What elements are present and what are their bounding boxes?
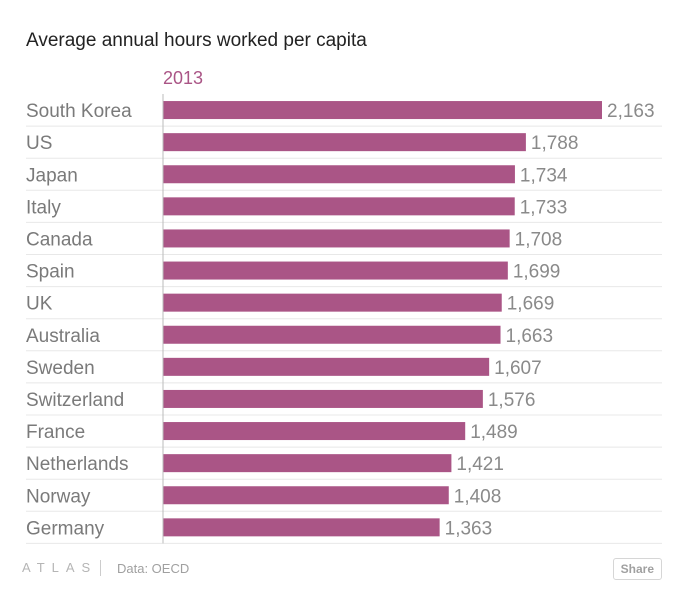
bar[interactable] <box>163 389 483 408</box>
bar[interactable] <box>163 486 449 505</box>
category-label: Germany <box>26 518 105 539</box>
value-label: 1,607 <box>494 358 542 379</box>
value-label: 1,421 <box>456 454 504 475</box>
bar[interactable] <box>163 325 501 344</box>
value-label: 1,663 <box>506 326 554 347</box>
atlas-logo[interactable]: ATLAS <box>22 560 98 575</box>
bar[interactable] <box>163 518 440 537</box>
share-button[interactable]: Share <box>612 558 662 580</box>
category-label: Canada <box>26 229 93 250</box>
category-label: Norway <box>26 486 91 507</box>
bar[interactable] <box>163 197 515 216</box>
category-label: UK <box>26 294 53 315</box>
category-label: Sweden <box>26 358 95 379</box>
category-label: France <box>26 422 85 443</box>
category-label: South Korea <box>26 101 132 122</box>
bar[interactable] <box>163 133 526 152</box>
value-label: 1,733 <box>520 197 568 218</box>
bar[interactable] <box>163 261 508 280</box>
value-label: 1,788 <box>531 133 579 154</box>
value-label: 1,363 <box>445 518 493 539</box>
bar[interactable] <box>163 422 466 441</box>
value-label: 2,163 <box>607 101 655 122</box>
bar[interactable] <box>163 101 602 120</box>
bar[interactable] <box>163 229 510 248</box>
bar[interactable] <box>163 293 502 312</box>
category-label: Italy <box>26 197 61 218</box>
value-label: 1,489 <box>470 422 518 443</box>
series-label: 2013 <box>163 68 203 88</box>
category-label: Australia <box>26 326 100 347</box>
category-label: Netherlands <box>26 454 128 475</box>
data-source: Data: OECD <box>117 561 190 576</box>
category-label: US <box>26 133 52 154</box>
value-label: 1,699 <box>513 262 561 283</box>
chart-title: Average annual hours worked per capita <box>26 30 367 51</box>
category-label: Switzerland <box>26 390 124 411</box>
value-label: 1,734 <box>520 165 568 186</box>
bar[interactable] <box>163 357 490 376</box>
bar-chart: 2013 South Korea 2,163 US 1,788 Japan 1,734 Ita… <box>26 68 662 544</box>
value-label: 1,576 <box>488 390 536 411</box>
footer-divider <box>100 560 101 576</box>
value-label: 1,408 <box>454 486 502 507</box>
value-label: 1,708 <box>515 229 563 250</box>
bar[interactable] <box>163 454 452 473</box>
chart-footer: ATLAS Data: OECD Share <box>22 558 662 582</box>
bar[interactable] <box>163 165 515 184</box>
category-label: Japan <box>26 165 78 186</box>
value-label: 1,669 <box>507 294 555 315</box>
category-label: Spain <box>26 262 75 283</box>
